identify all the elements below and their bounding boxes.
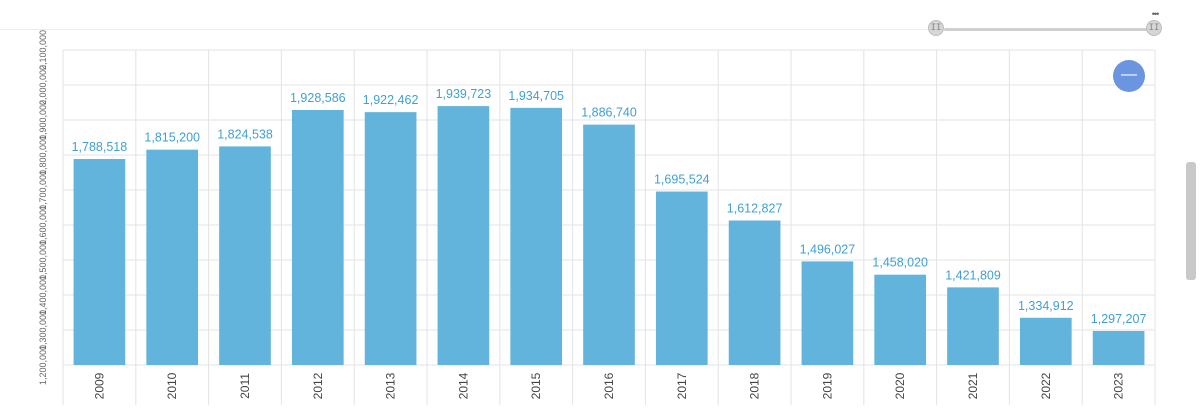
x-tick-label: 2017 xyxy=(675,372,689,399)
bar-value-label: 1,334,912 xyxy=(1018,299,1074,313)
bar-value-label: 1,496,027 xyxy=(800,242,856,256)
x-tick-label: 2020 xyxy=(893,372,907,399)
more-options-icon[interactable]: ••• xyxy=(1151,9,1159,19)
bar-value-label: 1,421,809 xyxy=(945,268,1001,282)
range-slider-track[interactable] xyxy=(944,28,1148,31)
x-tick-label: 2009 xyxy=(92,372,106,399)
x-tick-label: 2014 xyxy=(456,372,470,399)
bar xyxy=(583,124,635,366)
x-tick-label: 2016 xyxy=(602,372,616,399)
bar xyxy=(947,287,999,365)
y-tick-label: 1,700,000 xyxy=(38,170,48,210)
range-slider-right-handle[interactable]: II xyxy=(1146,20,1162,36)
bar-value-label: 1,922,462 xyxy=(363,93,419,107)
page-scrollbar[interactable] xyxy=(1186,162,1196,280)
bar-value-label: 1,934,705 xyxy=(508,89,564,103)
x-tick-label: 2012 xyxy=(311,372,325,399)
bar-value-label: 1,612,827 xyxy=(727,202,783,216)
y-tick-label: 1,200,000 xyxy=(38,345,48,385)
bar xyxy=(801,261,854,365)
bar-value-label: 1,695,524 xyxy=(654,173,710,187)
y-tick-label: 1,600,000 xyxy=(38,205,48,245)
bar xyxy=(728,220,781,365)
y-tick-label: 2,000,000 xyxy=(38,65,48,105)
zoom-out-button[interactable]: — xyxy=(1113,60,1145,92)
x-tick-label: 2022 xyxy=(1039,372,1053,399)
x-tick-label: 2021 xyxy=(966,372,980,399)
bar xyxy=(219,146,271,365)
bar xyxy=(510,107,563,366)
x-tick-label: 2019 xyxy=(820,372,834,399)
y-tick-label: 1,300,000 xyxy=(38,310,48,350)
top-divider xyxy=(0,29,930,30)
y-tick-label: 1,400,000 xyxy=(38,275,48,315)
bar-value-label: 1,886,740 xyxy=(581,106,637,120)
bar-value-label: 1,297,207 xyxy=(1091,312,1147,326)
bar xyxy=(291,109,344,365)
x-tick-label: 2018 xyxy=(748,372,762,399)
x-tick-label: 2011 xyxy=(238,373,252,399)
bar xyxy=(364,112,417,365)
bar-value-label: 1,815,200 xyxy=(144,131,200,145)
y-tick-label: 2,100,000 xyxy=(38,30,48,70)
bar-value-label: 1,939,723 xyxy=(436,87,492,101)
bar-value-label: 1,458,020 xyxy=(872,256,928,270)
bar xyxy=(437,106,490,365)
bar xyxy=(73,159,126,365)
bar xyxy=(1092,330,1145,365)
x-tick-label: 2010 xyxy=(165,372,179,399)
bar-value-label: 1,928,586 xyxy=(290,91,346,105)
x-tick-label: 2013 xyxy=(384,372,398,399)
bar-value-label: 1,788,518 xyxy=(72,140,128,154)
y-tick-label: 1,900,000 xyxy=(38,100,48,140)
bar xyxy=(655,191,708,365)
y-tick-label: 1,500,000 xyxy=(38,240,48,280)
y-tick-label: 1,800,000 xyxy=(38,135,48,175)
bar xyxy=(1019,317,1072,365)
bar-value-label: 1,824,538 xyxy=(217,127,273,141)
bar xyxy=(874,274,927,365)
bar xyxy=(146,149,199,365)
x-tick-label: 2023 xyxy=(1112,372,1126,399)
x-tick-label: 2015 xyxy=(529,372,543,399)
range-slider-left-handle[interactable]: II xyxy=(928,20,944,36)
